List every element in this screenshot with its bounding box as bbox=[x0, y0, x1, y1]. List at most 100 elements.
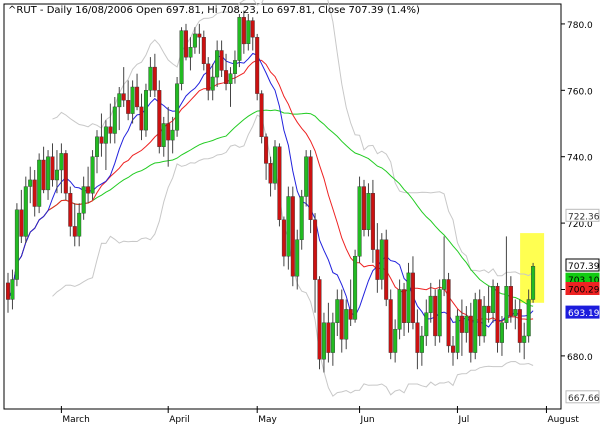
candle-body bbox=[117, 93, 122, 108]
candle-body bbox=[135, 86, 140, 108]
candle-body bbox=[246, 20, 251, 45]
candle bbox=[375, 223, 380, 293]
candle bbox=[388, 289, 393, 360]
candle bbox=[504, 236, 509, 330]
candle bbox=[424, 299, 429, 346]
candle-body bbox=[299, 196, 304, 240]
candle bbox=[5, 272, 10, 313]
candle bbox=[219, 40, 224, 77]
candle-body bbox=[353, 256, 358, 320]
candle bbox=[37, 153, 42, 214]
candle-body bbox=[121, 93, 126, 101]
candle-body bbox=[14, 209, 19, 280]
candle-body bbox=[55, 169, 60, 181]
candle-body bbox=[513, 309, 518, 317]
candle bbox=[166, 106, 171, 167]
y-tick-label: 760.0 bbox=[567, 87, 593, 97]
candle-body bbox=[201, 37, 206, 65]
candle-body bbox=[215, 50, 220, 78]
y-tick-label: 680.0 bbox=[567, 353, 593, 363]
candle-body bbox=[526, 299, 531, 337]
candle-body bbox=[188, 47, 193, 58]
candle bbox=[415, 309, 420, 370]
candle-body bbox=[68, 192, 73, 227]
candle bbox=[326, 302, 331, 363]
candle bbox=[50, 143, 55, 187]
value-label: 667.663 bbox=[565, 390, 600, 404]
candle bbox=[99, 113, 104, 157]
candle-body bbox=[206, 63, 211, 91]
candle bbox=[459, 299, 464, 356]
candle bbox=[451, 336, 456, 366]
candle bbox=[295, 229, 300, 290]
candle bbox=[103, 120, 108, 170]
candle-body bbox=[179, 30, 184, 84]
candle-body bbox=[317, 279, 322, 360]
value-label-box bbox=[565, 390, 600, 404]
candle-body bbox=[531, 266, 536, 300]
candle-body bbox=[28, 179, 33, 187]
candle-body bbox=[446, 279, 451, 347]
value-label-text: 722.362 bbox=[568, 212, 600, 222]
candle bbox=[353, 249, 358, 323]
candle bbox=[28, 166, 33, 204]
value-label: 722.362 bbox=[565, 208, 600, 222]
candle-body bbox=[268, 163, 273, 184]
candle bbox=[531, 262, 536, 303]
value-label: 700.29 bbox=[565, 282, 600, 296]
x-tick-label: Jun bbox=[360, 415, 375, 425]
candle-body bbox=[379, 239, 384, 280]
candle-body bbox=[388, 299, 393, 353]
candle bbox=[508, 276, 513, 323]
candle-body bbox=[255, 37, 260, 94]
candle bbox=[241, 10, 246, 54]
candle bbox=[473, 292, 478, 360]
candle-body bbox=[161, 123, 166, 147]
candle bbox=[55, 150, 60, 194]
candle bbox=[210, 63, 215, 101]
candle bbox=[206, 57, 211, 101]
candle bbox=[464, 306, 469, 343]
candle bbox=[526, 289, 531, 343]
chart-title: ^RUT - Daily 16/08/2006 Open 697.81, Hi … bbox=[8, 5, 420, 16]
candle-body bbox=[477, 299, 482, 337]
candle bbox=[112, 97, 117, 144]
candle bbox=[19, 189, 24, 243]
candle-body bbox=[32, 179, 37, 207]
candle-body bbox=[112, 106, 117, 134]
candle-body bbox=[197, 33, 202, 38]
candle-body bbox=[428, 295, 433, 313]
candle-body bbox=[152, 66, 157, 91]
candle bbox=[86, 166, 91, 204]
candle-body bbox=[232, 60, 237, 74]
candle bbox=[406, 262, 411, 333]
candle-body bbox=[250, 20, 255, 38]
candle bbox=[188, 37, 193, 71]
candle bbox=[41, 146, 46, 194]
x-tick-label: April bbox=[169, 415, 190, 425]
candle bbox=[152, 53, 157, 97]
candle-body bbox=[402, 289, 407, 323]
ma-mid-line bbox=[7, 59, 534, 322]
candle bbox=[379, 233, 384, 290]
candle bbox=[482, 296, 487, 343]
ma-short-line bbox=[7, 52, 534, 328]
candle-body bbox=[46, 156, 51, 191]
candle-body bbox=[281, 219, 286, 257]
candle bbox=[442, 236, 447, 297]
candle-body bbox=[59, 153, 64, 171]
x-tick-label: Jul bbox=[457, 415, 469, 425]
candle bbox=[23, 176, 28, 243]
candle bbox=[68, 186, 73, 237]
candle-body bbox=[219, 50, 224, 71]
candle-body bbox=[273, 146, 278, 184]
candle bbox=[321, 312, 326, 373]
candle-body bbox=[130, 86, 135, 114]
candle bbox=[81, 176, 86, 220]
candle bbox=[117, 87, 122, 131]
y-tick-label: 740.0 bbox=[567, 154, 593, 164]
candle bbox=[179, 27, 184, 91]
candle bbox=[402, 282, 407, 336]
